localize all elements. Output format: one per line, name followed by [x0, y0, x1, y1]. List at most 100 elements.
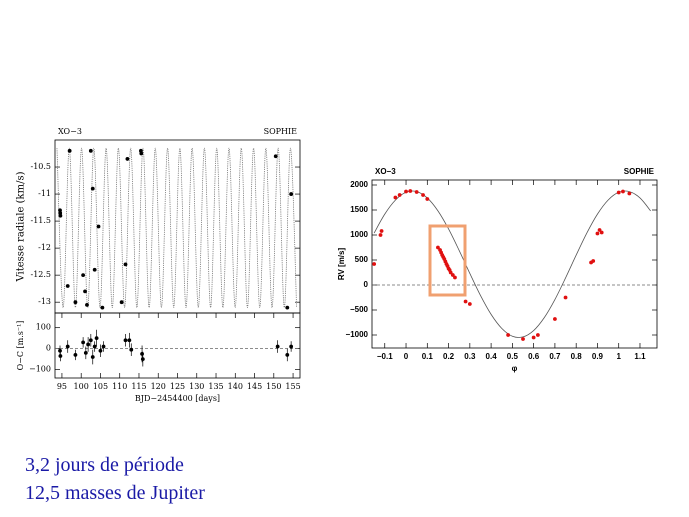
data-point — [123, 338, 128, 343]
chart-annotation: XO−3 — [375, 167, 396, 176]
y-tick-label: 1000 — [350, 230, 368, 239]
data-point — [463, 299, 468, 304]
data-point — [98, 348, 103, 353]
y-tick-label: −1000 — [346, 330, 369, 339]
y-tick-label: -12 — [38, 243, 51, 252]
x-tick-label: 0.9 — [592, 352, 604, 361]
x-tick-label: 100 — [74, 382, 89, 391]
data-point — [521, 337, 525, 341]
data-point — [393, 195, 398, 200]
x-tick-label: 140 — [228, 382, 243, 391]
x-tick-label: 0.4 — [486, 352, 498, 361]
data-point — [285, 305, 290, 310]
data-point — [85, 302, 89, 307]
charts: -10.5 -11 -11.5 -12 -12.5 -13 XO−3 SOPHIE Vitess… — [16, 127, 658, 403]
x-tick-label: 95 — [57, 382, 67, 391]
data-point — [421, 193, 425, 197]
model-curve — [56, 147, 298, 308]
x-tick-label: 0.5 — [507, 352, 519, 361]
data-point — [425, 197, 430, 201]
data-point — [289, 344, 294, 349]
x-tick-label: 150 — [266, 382, 281, 391]
chart-annotation: SOPHIE — [624, 167, 655, 176]
data-point — [448, 270, 453, 275]
data-point — [436, 245, 440, 250]
x-axis-label: φ — [512, 364, 518, 373]
data-point — [129, 347, 134, 352]
data-point — [599, 230, 604, 235]
data-point — [65, 284, 70, 288]
data-point — [81, 273, 86, 278]
data-point — [90, 355, 95, 359]
y-tick-label: 0 — [46, 344, 51, 353]
data-point — [123, 262, 128, 267]
data-point — [101, 344, 106, 349]
x-tick-label: 145 — [247, 382, 262, 391]
data-point — [531, 335, 536, 340]
x-tick-label: 1.1 — [634, 352, 646, 361]
note-line: 3,2 jours de période — [25, 454, 184, 476]
data-point — [535, 333, 540, 337]
data-point — [65, 344, 70, 349]
data-point — [453, 275, 457, 280]
data-point — [404, 189, 408, 194]
data-point — [88, 148, 93, 153]
data-point — [140, 357, 145, 362]
data-point — [100, 305, 105, 310]
y-tick-label: 0 — [364, 280, 369, 289]
highlight-box — [428, 224, 467, 297]
plot-frame — [54, 312, 301, 379]
data-point — [553, 317, 557, 321]
x-tick-label: 0.7 — [549, 352, 561, 361]
plot-area — [56, 147, 298, 310]
data-point — [597, 228, 602, 232]
y-axis-label: RV [m/s] — [337, 248, 346, 281]
x-tick-label: 0.2 — [443, 352, 455, 361]
data-point — [139, 151, 144, 156]
data-point — [140, 351, 144, 356]
data-point — [289, 192, 294, 196]
data-point — [83, 350, 88, 355]
data-point — [58, 211, 63, 215]
data-point — [372, 262, 377, 266]
y-tick-label: -11.5 — [30, 216, 51, 225]
data-point — [88, 338, 93, 343]
y-tick-label: -11 — [38, 189, 51, 198]
data-point — [285, 353, 290, 357]
plot-frame — [54, 139, 301, 314]
y-tick-label: -10.5 — [30, 162, 51, 171]
data-point — [627, 191, 632, 196]
data-point — [450, 273, 455, 277]
y-axis-label: Vitesse radiale (km/s) — [16, 171, 27, 282]
y-axis-label: O−C [m.s⁻¹] — [16, 321, 25, 371]
x-tick-label: −0.1 — [377, 352, 393, 361]
data-point — [96, 224, 101, 229]
y-tick-label: 100 — [36, 323, 51, 332]
y-tick-label: 2000 — [350, 180, 368, 189]
data-point — [397, 193, 402, 197]
data-point — [92, 344, 97, 349]
data-point — [467, 302, 472, 306]
y-tick-label: -13 — [38, 297, 51, 306]
data-point — [127, 338, 132, 343]
data-point — [408, 189, 413, 193]
x-tick-label: 0.1 — [422, 352, 434, 361]
x-tick-label: 125 — [170, 382, 185, 391]
data-point — [67, 148, 72, 153]
y-tick-label: 1500 — [350, 205, 368, 214]
x-tick-label: 0 — [404, 352, 409, 361]
data-point — [591, 259, 596, 263]
data-point — [83, 289, 87, 294]
data-point — [595, 231, 600, 236]
data-point — [616, 190, 621, 195]
x-tick-label: 1 — [616, 352, 621, 361]
model-curve — [373, 190, 651, 338]
data-point — [119, 300, 124, 305]
chart-annotation: SOPHIE — [264, 127, 298, 136]
data-point — [73, 300, 78, 305]
data-point — [58, 213, 63, 218]
data-point — [621, 189, 625, 194]
plot-area — [58, 329, 294, 367]
x-tick-label: 105 — [93, 382, 108, 391]
